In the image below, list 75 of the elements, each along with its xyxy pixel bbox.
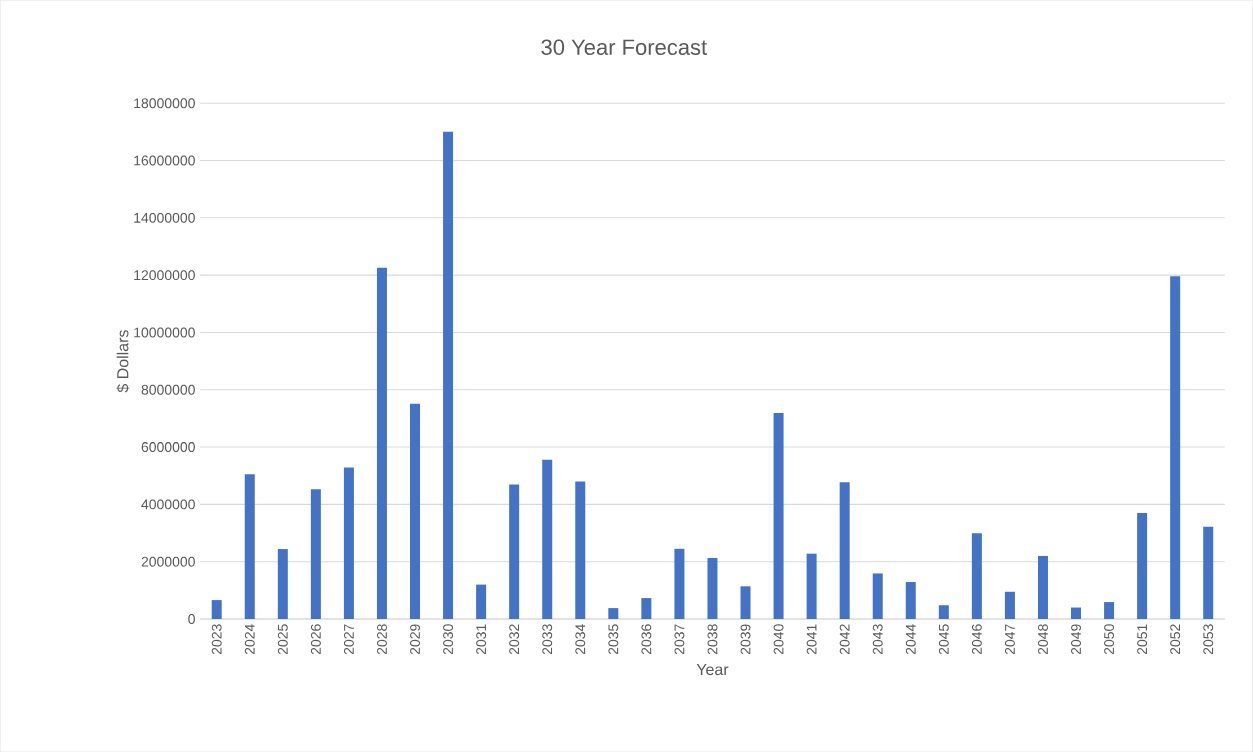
bar [1170, 276, 1181, 619]
x-tick-label: 2029 [410, 624, 420, 655]
y-tick-label: 16000000 [134, 155, 195, 166]
x-tick-label: 2041 [806, 624, 817, 655]
x-tick-label: 2039 [740, 624, 751, 655]
x-tick-label: 2043 [872, 624, 883, 655]
bar [1137, 512, 1148, 619]
x-axis-title: Year [696, 663, 729, 676]
x-tick-label: 2037 [674, 624, 685, 655]
bar [872, 573, 883, 619]
bar [509, 484, 520, 619]
bar [575, 481, 586, 619]
x-tick-label: 2025 [277, 624, 288, 655]
chart-title: 30 Year Forecast [541, 39, 707, 55]
bar [1203, 526, 1214, 619]
x-tick-label: 2047 [1004, 624, 1015, 655]
bar [1071, 607, 1082, 619]
x-tick-label: 2027 [343, 624, 354, 655]
bar [806, 553, 817, 619]
bar [277, 548, 288, 619]
y-tick-label: 4000000 [141, 499, 195, 510]
x-tick-label: 2035 [608, 624, 619, 655]
y-axis-title: $ Dollars [116, 330, 130, 393]
bar [244, 474, 255, 619]
x-tick-label: 2048 [1038, 624, 1048, 655]
x-tick-label: 2053 [1203, 624, 1214, 655]
x-tick-label: 2046 [971, 624, 982, 655]
y-tick-label: 8000000 [141, 384, 195, 395]
bar [376, 267, 387, 619]
x-tick-label: 2031 [476, 624, 487, 655]
x-tick-label: 2045 [938, 624, 949, 655]
y-tick-label: 6000000 [141, 442, 195, 452]
x-tick-label: 2036 [641, 624, 652, 655]
bar [905, 581, 916, 619]
bar [1104, 601, 1115, 619]
x-tick-label: 2028 [377, 624, 387, 655]
y-tick-label: 18000000 [134, 98, 195, 109]
x-tick-label: 2030 [443, 624, 454, 655]
bar [443, 131, 454, 619]
bar [542, 459, 553, 619]
x-tick-label: 2044 [905, 624, 916, 655]
x-tick-label: 2033 [542, 624, 553, 655]
bar [608, 608, 619, 619]
bar [1004, 591, 1015, 619]
x-tick-label: 2038 [707, 624, 718, 655]
x-tick-label: 2052 [1170, 624, 1181, 655]
bar [641, 597, 652, 619]
y-tick-label: 12000000 [134, 270, 195, 281]
y-tick-label: 0 [188, 613, 195, 624]
x-tick-label: 2023 [211, 624, 222, 655]
bar [707, 557, 718, 619]
bar [1037, 555, 1048, 619]
bar [740, 586, 751, 619]
x-tick-label: 2051 [1137, 624, 1148, 655]
y-tick-label: 10000000 [134, 327, 195, 338]
bar [938, 605, 949, 619]
bar [410, 403, 421, 619]
x-tick-label: 2026 [310, 624, 321, 655]
x-tick-label: 2034 [575, 624, 586, 655]
bar [310, 489, 321, 619]
bar [674, 548, 685, 619]
y-tick-label: 2000000 [141, 556, 195, 567]
bar [773, 412, 784, 619]
bar [839, 482, 850, 619]
x-tick-label: 2050 [1104, 624, 1115, 655]
bar [343, 467, 354, 619]
bar [476, 584, 487, 619]
x-tick-label: 2024 [244, 624, 255, 655]
x-tick-label: 2042 [839, 624, 850, 655]
y-tick-label: 14000000 [134, 212, 195, 223]
x-tick-label: 2040 [773, 624, 784, 655]
bar [211, 599, 222, 619]
x-tick-label: 2049 [1071, 624, 1081, 655]
bar [971, 533, 982, 619]
x-tick-label: 2032 [509, 624, 520, 655]
